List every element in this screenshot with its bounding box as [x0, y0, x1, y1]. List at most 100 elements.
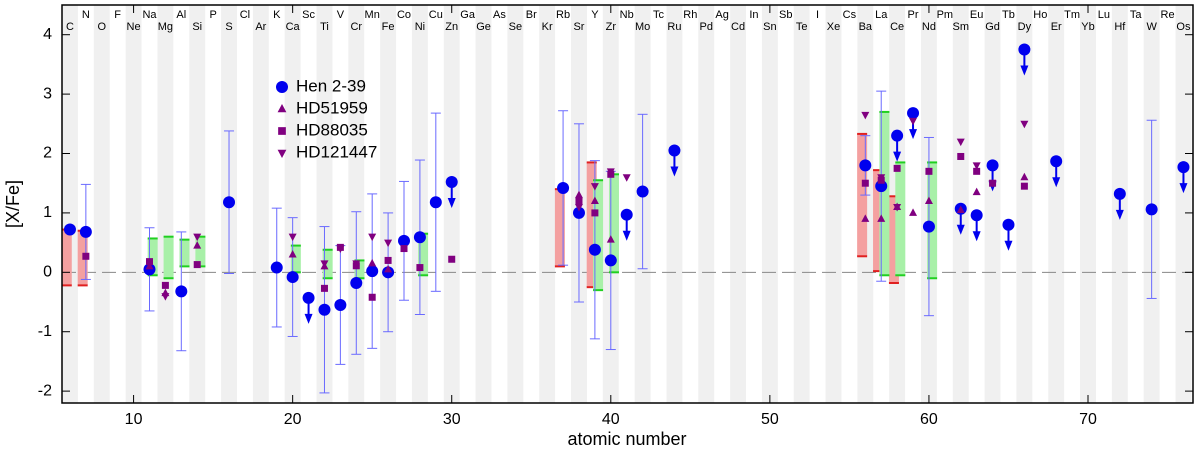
point [972, 162, 981, 170]
column-shade [157, 5, 174, 403]
point [604, 254, 617, 267]
range-bar [179, 239, 190, 267]
point [288, 233, 297, 242]
point [270, 261, 283, 274]
point [909, 117, 918, 126]
element-label: C [66, 21, 74, 33]
point [384, 239, 393, 248]
point [448, 255, 456, 263]
element-label: Dy [1018, 21, 1032, 33]
point [288, 249, 297, 258]
point [861, 111, 870, 120]
column-shade [539, 5, 556, 403]
column-shade [125, 5, 142, 403]
x-tick-label: 30 [443, 411, 461, 428]
range-bar [354, 260, 365, 279]
column-shade [1048, 5, 1065, 403]
y-tick-label: 3 [43, 85, 52, 102]
element-label: Eu [970, 9, 983, 21]
arrow-head [1004, 240, 1013, 251]
element-label: Gd [985, 21, 1000, 33]
point [320, 284, 328, 292]
point [193, 261, 201, 269]
point [1145, 203, 1158, 216]
point [79, 225, 92, 238]
x-tick-label: 60 [920, 411, 938, 428]
element-label: Cd [731, 21, 745, 33]
element-label: Ag [715, 9, 728, 21]
element-label: Sc [302, 9, 315, 21]
element-label: Si [192, 21, 202, 33]
arrow-head [447, 198, 456, 209]
point [366, 265, 379, 278]
element-label: Ru [667, 21, 681, 33]
column-shade [93, 5, 110, 403]
element-label: Se [509, 21, 522, 33]
arrow-head [909, 129, 918, 140]
point [1020, 172, 1029, 181]
point [1002, 218, 1015, 231]
y-tick-label: 0 [43, 264, 52, 281]
range-bar [163, 236, 174, 279]
x-tick-label: 50 [761, 411, 779, 428]
point [907, 107, 920, 120]
point [956, 138, 965, 147]
element-label: Cr [350, 21, 362, 33]
point [925, 167, 933, 175]
element-label: Cl [240, 9, 250, 21]
element-label: I [816, 9, 819, 21]
point [1018, 43, 1031, 56]
x-axis-label: atomic number [567, 429, 686, 449]
element-label: Zn [445, 21, 458, 33]
point [620, 208, 633, 221]
arrow-head [972, 231, 981, 242]
element-label: Fe [382, 21, 395, 33]
plot-frame [61, 4, 1194, 404]
element-label: Pm [937, 9, 954, 21]
element-label: Pr [908, 9, 919, 21]
arrow-head [622, 230, 631, 241]
point [350, 277, 363, 290]
point [1020, 120, 1029, 129]
element-label: Tb [1002, 9, 1015, 21]
element-label: Ar [255, 21, 266, 33]
element-label: K [273, 9, 281, 21]
column-shade [793, 5, 810, 403]
point [922, 220, 935, 233]
element-label: Al [176, 9, 186, 21]
point [588, 243, 601, 256]
point [320, 260, 329, 268]
point [909, 208, 918, 216]
column-shade [62, 5, 78, 403]
range-bar [586, 162, 597, 288]
arrow-head [1115, 209, 1124, 220]
point [861, 214, 870, 222]
element-label: Rb [556, 9, 570, 21]
element-label: Co [397, 9, 411, 21]
x-tick-label: 40 [602, 411, 620, 428]
element-label: Yb [1081, 21, 1094, 33]
column-shade [189, 5, 206, 403]
point [368, 233, 377, 242]
element-label: Cu [429, 9, 443, 21]
legend-marker [277, 104, 287, 113]
arrow-head [893, 151, 902, 162]
element-label: Nd [922, 21, 936, 33]
element-label: Ti [320, 21, 329, 33]
element-label: Ho [1033, 9, 1047, 21]
element-label: Er [1051, 21, 1062, 33]
point [861, 179, 869, 187]
element-label: Rh [683, 9, 697, 21]
legend-label: HD88035 [296, 120, 368, 139]
y-tick-label: 1 [43, 204, 52, 221]
point [877, 214, 886, 222]
point [286, 271, 299, 284]
point [416, 264, 424, 272]
element-label: Pd [700, 21, 713, 33]
range-bar [322, 249, 333, 279]
element-label: Nb [620, 9, 634, 21]
point [413, 231, 426, 244]
point [161, 293, 170, 301]
x-tick-label: 20 [284, 411, 302, 428]
element-label: As [493, 9, 506, 21]
